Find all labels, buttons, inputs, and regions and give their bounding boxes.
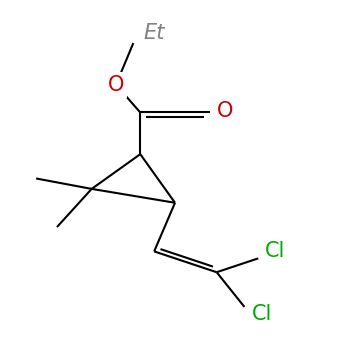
Text: Et: Et [144, 23, 165, 43]
Text: Cl: Cl [265, 241, 286, 261]
Text: Cl: Cl [251, 304, 272, 324]
Text: O: O [108, 75, 124, 95]
Text: O: O [217, 101, 233, 121]
